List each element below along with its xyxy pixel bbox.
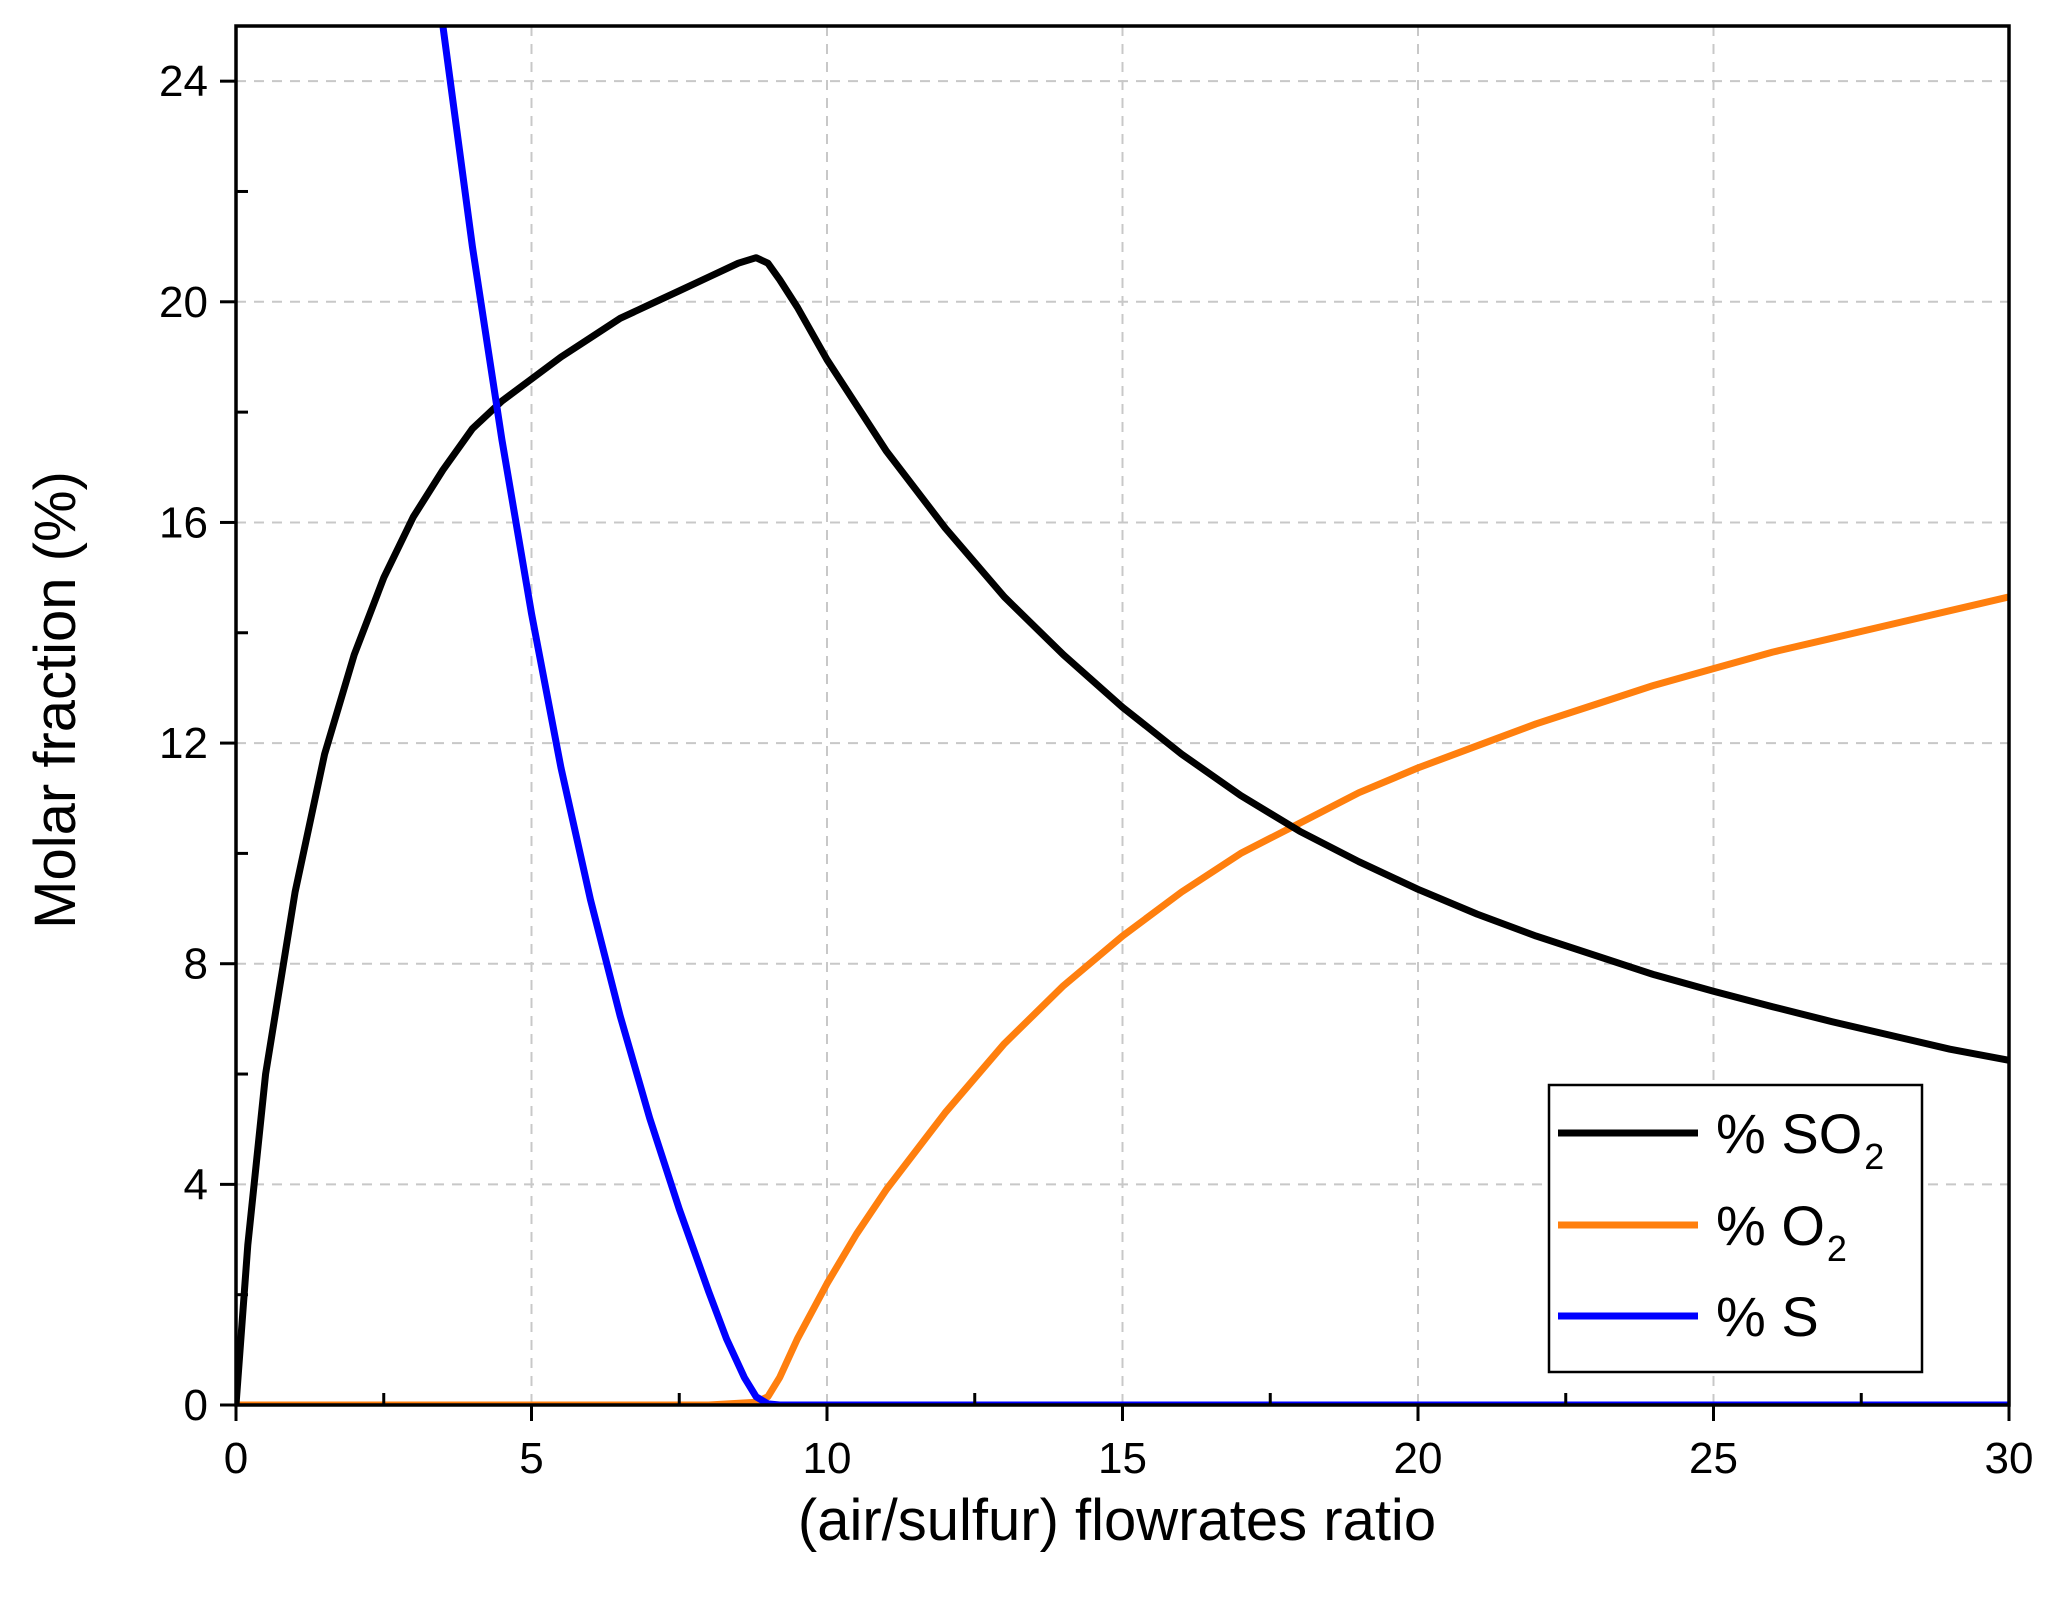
y-tick-label: 20 bbox=[159, 278, 208, 327]
grid-lines bbox=[236, 26, 2009, 1405]
y-tick-label: 0 bbox=[184, 1381, 208, 1430]
series-line-o2 bbox=[236, 593, 2009, 1405]
y-tick-label: 12 bbox=[159, 719, 208, 768]
legend-subscript: 2 bbox=[1827, 1228, 1847, 1269]
x-tick-label: 25 bbox=[1689, 1434, 1738, 1483]
x-axis-title: (air/sulfur) flowrates ratio bbox=[798, 1488, 1436, 1553]
y-axis-title: Molar fraction (%) bbox=[23, 471, 88, 929]
x-tick-label: 10 bbox=[803, 1434, 852, 1483]
series-lines bbox=[236, 26, 2009, 1405]
x-tick-label: 0 bbox=[224, 1434, 248, 1483]
y-tick-label: 8 bbox=[184, 940, 208, 989]
series-line-s bbox=[439, 26, 2009, 1405]
y-tick-label: 4 bbox=[184, 1160, 208, 1209]
legend-label-so2: % SO2 bbox=[1716, 1102, 1884, 1177]
x-tick-label: 30 bbox=[1985, 1434, 2034, 1483]
y-tick-label: 16 bbox=[159, 498, 208, 547]
y-tick-label: 24 bbox=[159, 57, 208, 106]
legend-label-s: % S bbox=[1716, 1285, 1819, 1348]
x-tick-label: 5 bbox=[519, 1434, 543, 1483]
x-tick-label: 15 bbox=[1098, 1434, 1147, 1483]
series-line-so2 bbox=[236, 254, 2009, 1405]
legend-subscript: 2 bbox=[1864, 1136, 1884, 1177]
axis-tick-labels: 0 5 10 15 20 25 30 0 4 8 12 16 20 24 bbox=[159, 57, 2033, 1483]
x-tick-label: 20 bbox=[1394, 1434, 1443, 1483]
legend: % SO2% O2% S bbox=[1547, 1083, 1924, 1374]
axis-ticks bbox=[220, 79, 2011, 1421]
